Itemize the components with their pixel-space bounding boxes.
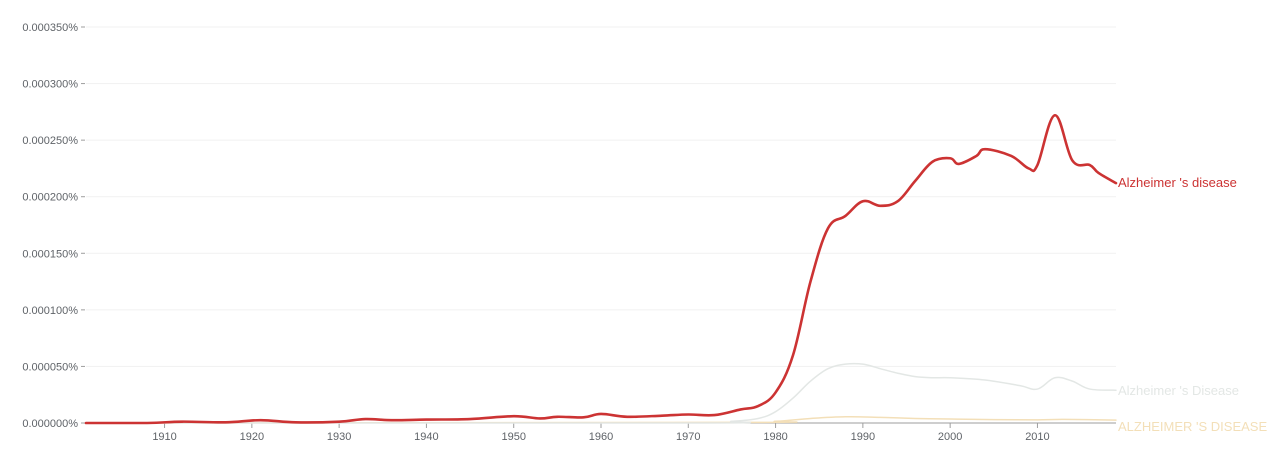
x-tick-label: 1930: [327, 431, 351, 443]
x-tick-label: 2010: [1025, 431, 1049, 443]
x-tick-label: 1990: [851, 431, 875, 443]
series-line[interactable]: [85, 362, 1117, 424]
y-tick-label: 0.000150%: [22, 248, 78, 260]
y-tick-label: 0.000250%: [22, 135, 78, 147]
x-tick-label: 1940: [414, 431, 438, 443]
x-tick-label: 1960: [589, 431, 613, 443]
series-name-label[interactable]: Alzheimer 's Disease: [1118, 383, 1239, 398]
y-tick-label: 0.000350%: [22, 22, 78, 34]
y-tick-label: 0.000300%: [22, 79, 78, 91]
x-tick-label: 1920: [240, 431, 264, 443]
series-line[interactable]: [84, 113, 1118, 425]
x-axis: 1910 1920 1930 1940 1950 1960 1970 1980 1990 2000…: [86, 422, 1116, 443]
series-labels: ALZHEIMER 'S DISEASE Alzheimer 's Disease…: [1118, 175, 1267, 434]
y-tick-label: 0.000050%: [22, 361, 78, 373]
y-tick-label: 0.000200%: [22, 192, 78, 204]
y-axis: 0.000000% 0.000050% 0.000100% 0.000150% 0.00…: [22, 22, 85, 430]
y-tick-label: 0.000100%: [22, 305, 78, 317]
x-tick-label: 1980: [763, 431, 787, 443]
x-tick-label: 1950: [501, 431, 525, 443]
grid-lines: [86, 26, 1116, 367]
x-tick-label: 1970: [676, 431, 700, 443]
y-tick-label: 0.000000%: [22, 418, 78, 430]
series-name-label[interactable]: Alzheimer 's disease: [1118, 175, 1237, 190]
series-lines: [84, 113, 1118, 425]
x-tick-label: 1910: [152, 431, 176, 443]
series-name-label[interactable]: ALZHEIMER 'S DISEASE: [1118, 419, 1267, 434]
x-tick-label: 2000: [938, 431, 962, 443]
